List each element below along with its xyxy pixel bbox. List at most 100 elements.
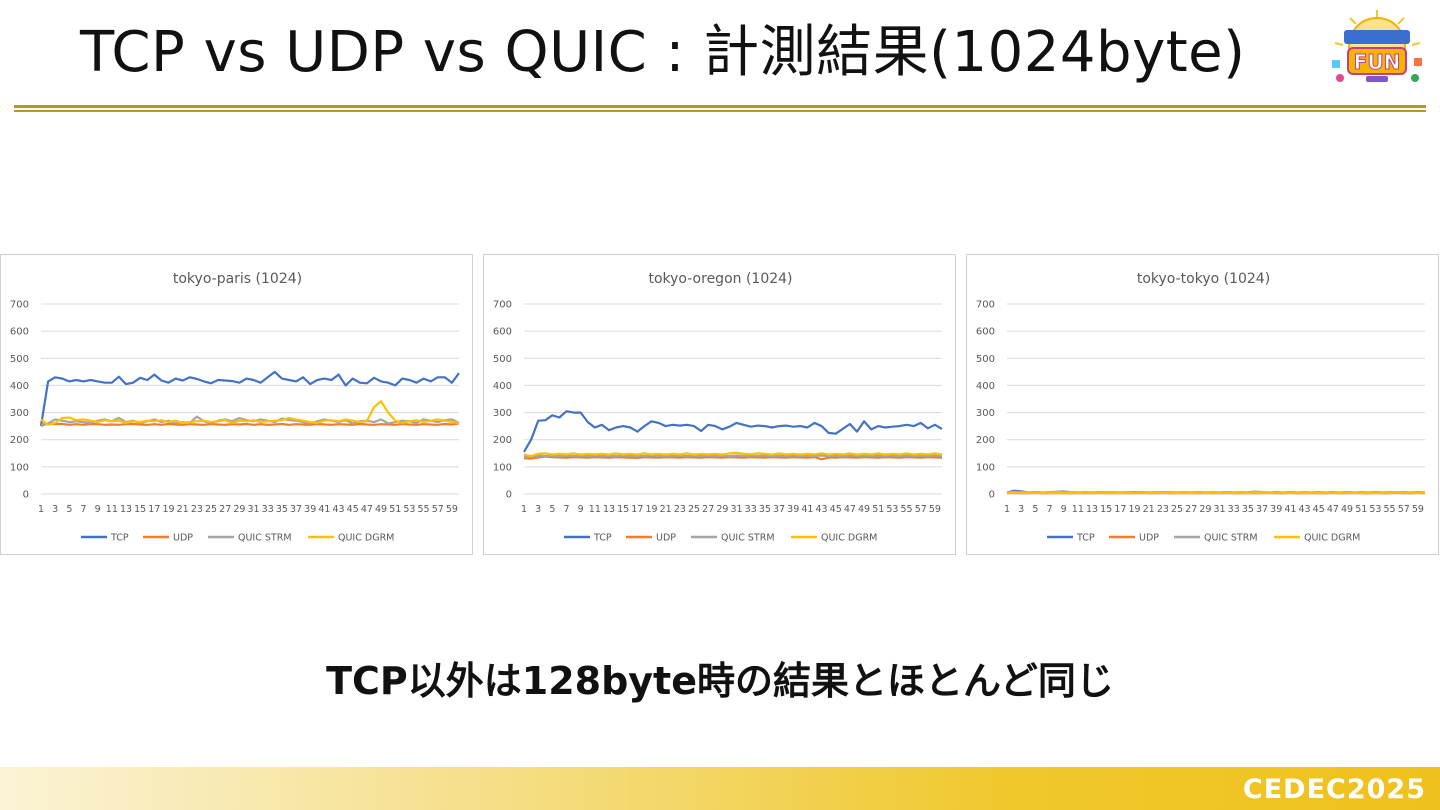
x-tick-label: 9 — [1061, 504, 1067, 515]
chart-title: tokyo-oregon (1024) — [648, 271, 792, 287]
conclusion-text: TCP以外は128byte時の結果とほとんど同じ — [326, 659, 1114, 703]
y-tick-label: 300 — [976, 408, 995, 419]
x-tick-label: 43 — [1299, 504, 1311, 515]
y-tick-label: 400 — [493, 381, 512, 392]
legend-label: TCP — [1076, 533, 1095, 544]
chart-tokyo-tokyo: tokyo-tokyo (1024) 0 100 200 300 400 500 600 700… — [976, 271, 1426, 544]
series-line-tcp — [523, 410, 943, 453]
x-tick-label: 57 — [1398, 504, 1410, 515]
chart-panel-tokyo-tokyo: tokyo-tokyo (1024) 0 100 200 300 400 500 600 700… — [966, 254, 1439, 555]
y-tick-label: 600 — [493, 327, 512, 338]
x-tick-label: 53 — [1369, 504, 1381, 515]
y-tick-label: 400 — [976, 381, 995, 392]
x-tick-label: 51 — [389, 504, 401, 515]
x-tick-label: 25 — [205, 504, 217, 515]
chart-tokyo-oregon: tokyo-oregon (1024) 0 100 200 300 400 500 600 70… — [493, 271, 943, 544]
legend-label: QUIC DGRM — [821, 533, 877, 544]
x-tick-label: 29 — [233, 504, 245, 515]
x-tick-label: 43 — [816, 504, 828, 515]
x-tick-label: 11 — [1072, 504, 1084, 515]
x-tick-label: 37 — [290, 504, 302, 515]
y-tick-label: 300 — [493, 408, 512, 419]
y-tick-label: 0 — [989, 490, 995, 501]
x-tick-label: 5 — [1032, 504, 1038, 515]
legend-label: QUIC STRM — [1204, 533, 1258, 544]
title-divider-secondary — [14, 110, 1426, 112]
series-line-quic-dgrm — [40, 400, 460, 426]
x-tick-label: 17 — [631, 504, 643, 515]
x-tick-label: 7 — [80, 504, 86, 515]
x-tick-label: 27 — [1185, 504, 1197, 515]
x-tick-label: 1 — [1004, 504, 1010, 515]
y-tick-label: 200 — [976, 435, 995, 446]
x-tick-label: 23 — [674, 504, 686, 515]
y-tick-label: 600 — [976, 327, 995, 338]
x-tick-label: 15 — [1100, 504, 1112, 515]
x-tick-label: 45 — [1313, 504, 1325, 515]
x-tick-label: 9 — [578, 504, 584, 515]
x-tick-label: 19 — [645, 504, 657, 515]
x-tick-label: 31 — [247, 504, 259, 515]
x-tick-label: 35 — [1242, 504, 1254, 515]
title-divider — [14, 105, 1426, 108]
y-tick-label: 400 — [10, 381, 29, 392]
y-tick-label: 0 — [23, 490, 29, 501]
x-tick-label: 33 — [262, 504, 274, 515]
chart-title: tokyo-paris (1024) — [173, 271, 302, 287]
series-line-quic-dgrm — [523, 451, 943, 458]
y-tick-label: 700 — [976, 300, 995, 311]
chart-tokyo-paris: tokyo-paris (1024) 0 100 200 300 400 500 600 700… — [10, 271, 460, 544]
x-tick-label: 3 — [1018, 504, 1024, 515]
x-tick-label: 47 — [1327, 504, 1339, 515]
series-line-udp — [40, 422, 460, 426]
x-tick-label: 31 — [730, 504, 742, 515]
x-tick-label: 55 — [901, 504, 913, 515]
x-tick-label: 11 — [106, 504, 118, 515]
x-tick-label: 49 — [1341, 504, 1353, 515]
x-tick-label: 17 — [148, 504, 160, 515]
x-tick-label: 33 — [1228, 504, 1240, 515]
x-tick-label: 3 — [535, 504, 541, 515]
x-tick-label: 59 — [1412, 504, 1424, 515]
x-tick-label: 45 — [347, 504, 359, 515]
x-tick-label: 41 — [318, 504, 330, 515]
x-tick-label: 13 — [120, 504, 132, 515]
footer-brand-logo: CEDEC2025 — [1242, 774, 1426, 805]
x-tick-label: 7 — [563, 504, 569, 515]
chart-title: tokyo-tokyo (1024) — [1137, 271, 1270, 287]
x-tick-label: 15 — [134, 504, 146, 515]
x-tick-label: 49 — [858, 504, 870, 515]
x-tick-label: 55 — [418, 504, 430, 515]
y-tick-label: 0 — [506, 490, 512, 501]
x-tick-label: 59 — [929, 504, 941, 515]
x-tick-label: 1 — [38, 504, 44, 515]
x-tick-label: 13 — [1086, 504, 1098, 515]
x-tick-label: 29 — [1199, 504, 1211, 515]
x-tick-label: 27 — [702, 504, 714, 515]
y-tick-label: 100 — [10, 462, 29, 473]
legend-label: UDP — [1139, 533, 1159, 544]
chart-panel-tokyo-oregon: tokyo-oregon (1024) 0 100 200 300 400 500 600 70… — [483, 254, 956, 555]
y-tick-label: 600 — [10, 327, 29, 338]
x-tick-label: 39 — [304, 504, 316, 515]
x-tick-label: 45 — [830, 504, 842, 515]
legend-label: TCP — [110, 533, 129, 544]
logo-text: FUN — [1354, 50, 1401, 74]
x-tick-label: 23 — [191, 504, 203, 515]
legend-label: QUIC DGRM — [338, 533, 394, 544]
x-tick-label: 47 — [844, 504, 856, 515]
x-tick-label: 33 — [745, 504, 757, 515]
legend-label: UDP — [173, 533, 193, 544]
y-tick-label: 700 — [493, 300, 512, 311]
x-tick-label: 31 — [1213, 504, 1225, 515]
x-tick-label: 11 — [589, 504, 601, 515]
legend-label: UDP — [656, 533, 676, 544]
legend-label: QUIC DGRM — [1304, 533, 1360, 544]
x-tick-label: 41 — [801, 504, 813, 515]
x-tick-label: 25 — [1171, 504, 1183, 515]
x-tick-label: 37 — [1256, 504, 1268, 515]
y-tick-label: 500 — [493, 354, 512, 365]
series-line-tcp — [39, 370, 460, 427]
x-tick-label: 55 — [1384, 504, 1396, 515]
innovating-fun-logo: FUN — [1332, 10, 1422, 82]
